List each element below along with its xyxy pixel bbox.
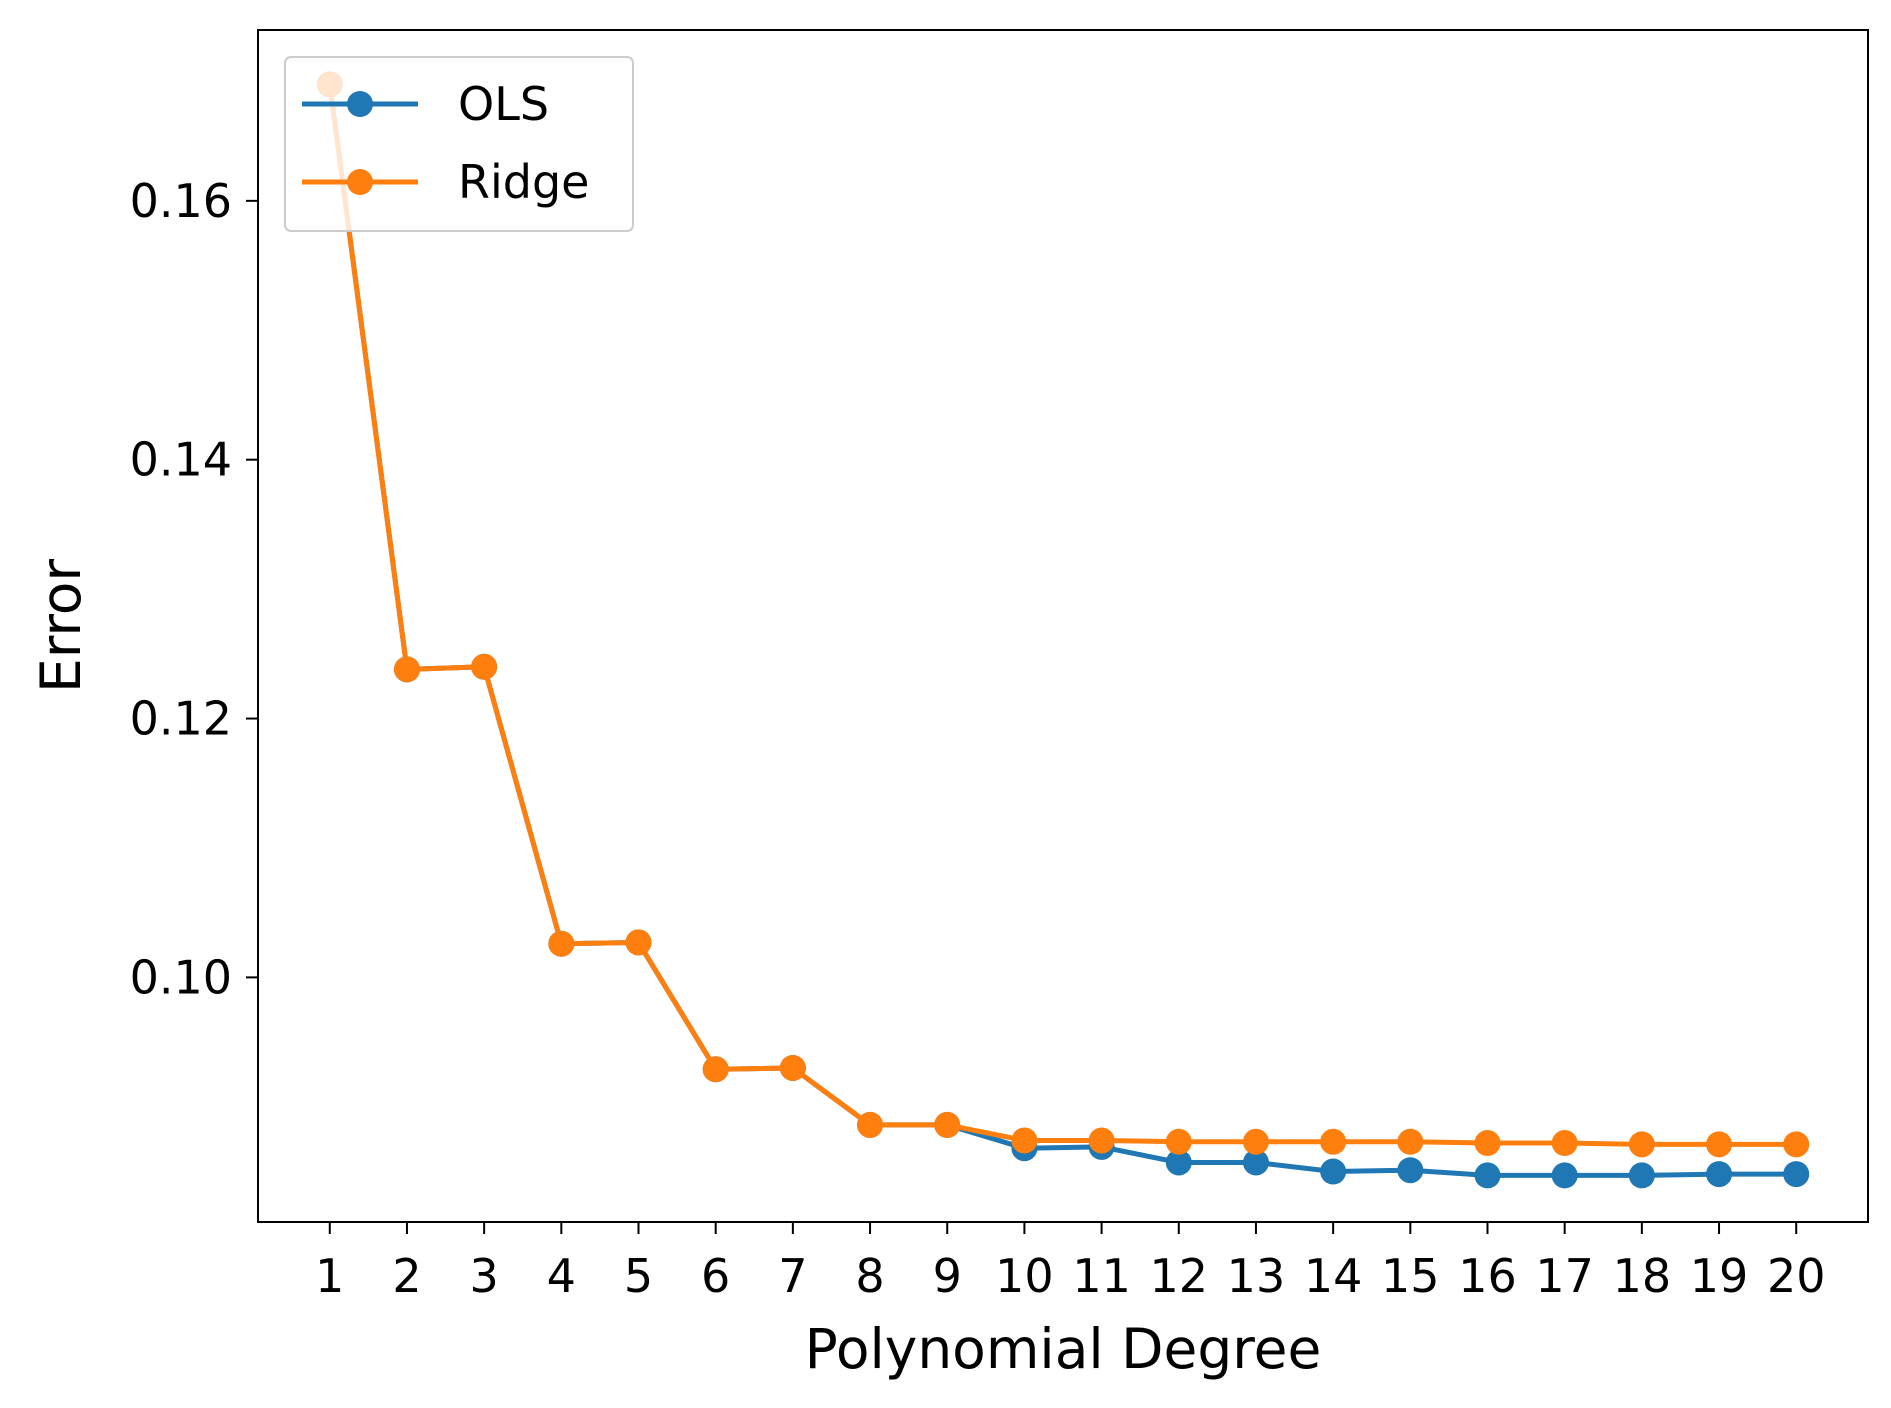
x-tick-label-9: 9 [933,1249,962,1303]
data-point-ridge-2 [393,656,420,683]
y-tick-label-3: 0.14 [130,433,232,487]
x-tick-label-11: 11 [1072,1249,1131,1303]
data-point-ols-17 [1551,1162,1578,1189]
legend: OLS Ridge [284,56,634,232]
x-axis-label: Polynomial Degree [805,1317,1322,1381]
x-tick-label-15: 15 [1381,1249,1440,1303]
plot-area-frame [257,29,1869,1223]
data-point-ridge-3 [471,653,498,680]
x-tick-label-8: 8 [855,1249,884,1303]
data-point-ridge-11 [1088,1127,1115,1154]
x-tick-label-10: 10 [995,1249,1054,1303]
data-point-ridge-10 [1011,1127,1038,1154]
x-tick-label-2: 2 [392,1249,421,1303]
data-point-ridge-20 [1783,1131,1810,1158]
x-tick-label-12: 12 [1149,1249,1208,1303]
data-point-ridge-17 [1551,1130,1578,1157]
series-layer [316,71,1810,1189]
series-ridge [316,71,1810,1158]
legend-marker-ols [347,91,373,117]
data-point-ridge-6 [702,1056,729,1083]
legend-entry-ols: OLS [302,77,549,131]
legend-label-ols: OLS [458,77,549,131]
y-tick-label-4: 0.16 [130,174,232,228]
y-axis-label: Error [29,559,93,693]
data-point-ridge-7 [779,1054,806,1081]
x-tick-label-7: 7 [778,1249,807,1303]
y-tick-label-2: 0.12 [130,692,232,746]
x-tick-label-3: 3 [470,1249,499,1303]
data-point-ridge-4 [548,930,575,957]
x-tick-label-17: 17 [1535,1249,1594,1303]
data-point-ridge-5 [625,929,652,956]
data-point-ols-13 [1242,1149,1269,1176]
x-tick-label-14: 14 [1304,1249,1363,1303]
x-tick-label-18: 18 [1613,1249,1672,1303]
legend-label-ridge: Ridge [458,155,589,209]
x-tick-label-6: 6 [701,1249,730,1303]
data-point-ols-18 [1628,1162,1655,1189]
x-tick-label-20: 20 [1767,1249,1826,1303]
legend-entry-ridge: Ridge [302,155,589,209]
data-point-ols-16 [1474,1162,1501,1189]
data-point-ridge-12 [1165,1128,1192,1155]
data-point-ols-19 [1706,1161,1733,1188]
y-tick-label-1: 0.10 [130,950,232,1004]
x-tick-label-16: 16 [1458,1249,1517,1303]
y-axis: 0.10 0.12 0.14 0.16 [130,174,258,1004]
data-point-ridge-19 [1706,1131,1733,1158]
data-point-ols-20 [1783,1161,1810,1188]
data-point-ols-12 [1165,1149,1192,1176]
x-axis: 1 2 3 4 5 6 7 8 9 10 11 12 13 14 15 16 17 18 19 20 [315,1222,1825,1303]
data-point-ridge-13 [1242,1128,1269,1155]
data-point-ridge-18 [1628,1131,1655,1158]
x-tick-label-4: 4 [547,1249,576,1303]
data-point-ridge-16 [1474,1130,1501,1157]
data-point-ols-15 [1397,1157,1424,1184]
data-point-ridge-15 [1397,1128,1424,1155]
data-point-ridge-9 [934,1111,961,1138]
x-tick-label-13: 13 [1227,1249,1286,1303]
data-point-ridge-14 [1320,1128,1347,1155]
legend-marker-ridge [347,169,373,195]
x-tick-label-1: 1 [315,1249,344,1303]
x-tick-label-19: 19 [1690,1249,1749,1303]
x-tick-label-5: 5 [624,1249,653,1303]
data-point-ridge-8 [857,1111,884,1138]
data-point-ols-14 [1320,1158,1347,1185]
